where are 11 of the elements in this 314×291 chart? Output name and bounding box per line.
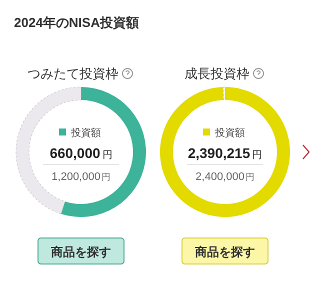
button: 商品を探す [182, 238, 268, 264]
text: 1,200,000円 [52, 171, 110, 183]
text: 2,400,000円 [196, 171, 254, 183]
chart-subtitle: 成長投資枠 [184, 66, 250, 81]
legend-label: 投資額 [214, 127, 245, 139]
button: 商品を探す [38, 238, 124, 264]
donut-slice [160, 87, 290, 217]
legend-label: 投資額 [70, 127, 101, 139]
chart-subtitle: つみたて投資枠 [28, 66, 118, 81]
chart-title: 2024年のNISA投資額 [14, 15, 139, 30]
data-label: 2,390,215円 [188, 145, 262, 161]
